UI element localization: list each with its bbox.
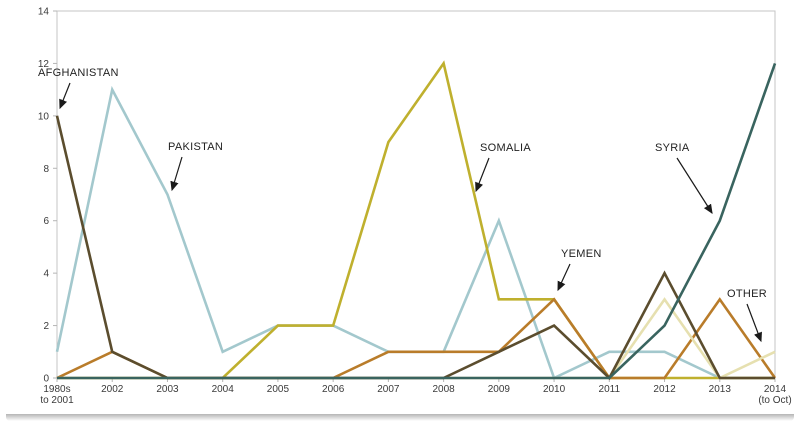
- series-line-yemen: [56, 297, 777, 380]
- annotation-arrow-yemen: [557, 263, 571, 292]
- series-line-syria: [57, 62, 777, 380]
- x-axis-tick-label: 2004: [212, 384, 235, 395]
- x-axis-tick-label: 2010: [543, 384, 566, 395]
- series-line-somalia: [57, 60, 775, 380]
- annotation-label-syria: SYRIA: [655, 142, 690, 154]
- series-line-pakistan: [55, 85, 775, 380]
- annotation-arrow-syria: [676, 157, 713, 215]
- x-axis-tick-label: 2011: [599, 384, 621, 395]
- series-line-other: [57, 297, 776, 380]
- annotation-label-somalia: SOMALIA: [480, 142, 531, 154]
- y-axis-tick-label: 0: [43, 374, 49, 385]
- y-axis-tick-label: 8: [43, 164, 49, 175]
- annotation-label-afghanistan: AFGHANISTAN: [38, 67, 119, 79]
- y-axis-tick-label: 4: [43, 269, 49, 280]
- y-axis-tick-label: 6: [43, 216, 49, 227]
- y-axis-tick-label: 2: [43, 321, 49, 332]
- x-axis-tick-label: 2005: [267, 384, 290, 395]
- y-axis-tick-label: 14: [38, 7, 50, 18]
- x-axis-tick-label: 1980s to 2001: [40, 384, 74, 406]
- series-line-afghanistan: [55, 115, 775, 381]
- annotation-arrow-other: [746, 303, 762, 343]
- annotation-label-pakistan: PAKISTAN: [168, 141, 223, 153]
- annotation-arrow-somalia: [475, 157, 490, 193]
- x-axis-tick-label: 2002: [101, 384, 124, 395]
- x-axis-tick-label: 2006: [322, 384, 345, 395]
- x-axis-tick-label: 2012: [653, 384, 676, 395]
- y-axis-tick-label: 12: [38, 59, 50, 70]
- x-axis-tick-label: 2003: [156, 384, 179, 395]
- x-axis-tick-label: 2013: [709, 384, 732, 395]
- x-axis-tick-label: 2014 (to Oct): [758, 384, 791, 406]
- x-axis-tick-label: 2008: [432, 384, 455, 395]
- x-axis-tick-label: 2009: [488, 384, 511, 395]
- annotation-arrow-afghanistan: [59, 82, 71, 110]
- annotation-label-yemen: YEMEN: [561, 248, 602, 260]
- annotation-label-other: OTHER: [727, 288, 767, 300]
- annotation-arrow-pakistan: [170, 156, 183, 192]
- x-axis-tick-label: 2007: [377, 384, 400, 395]
- y-axis-tick-label: 10: [38, 111, 50, 122]
